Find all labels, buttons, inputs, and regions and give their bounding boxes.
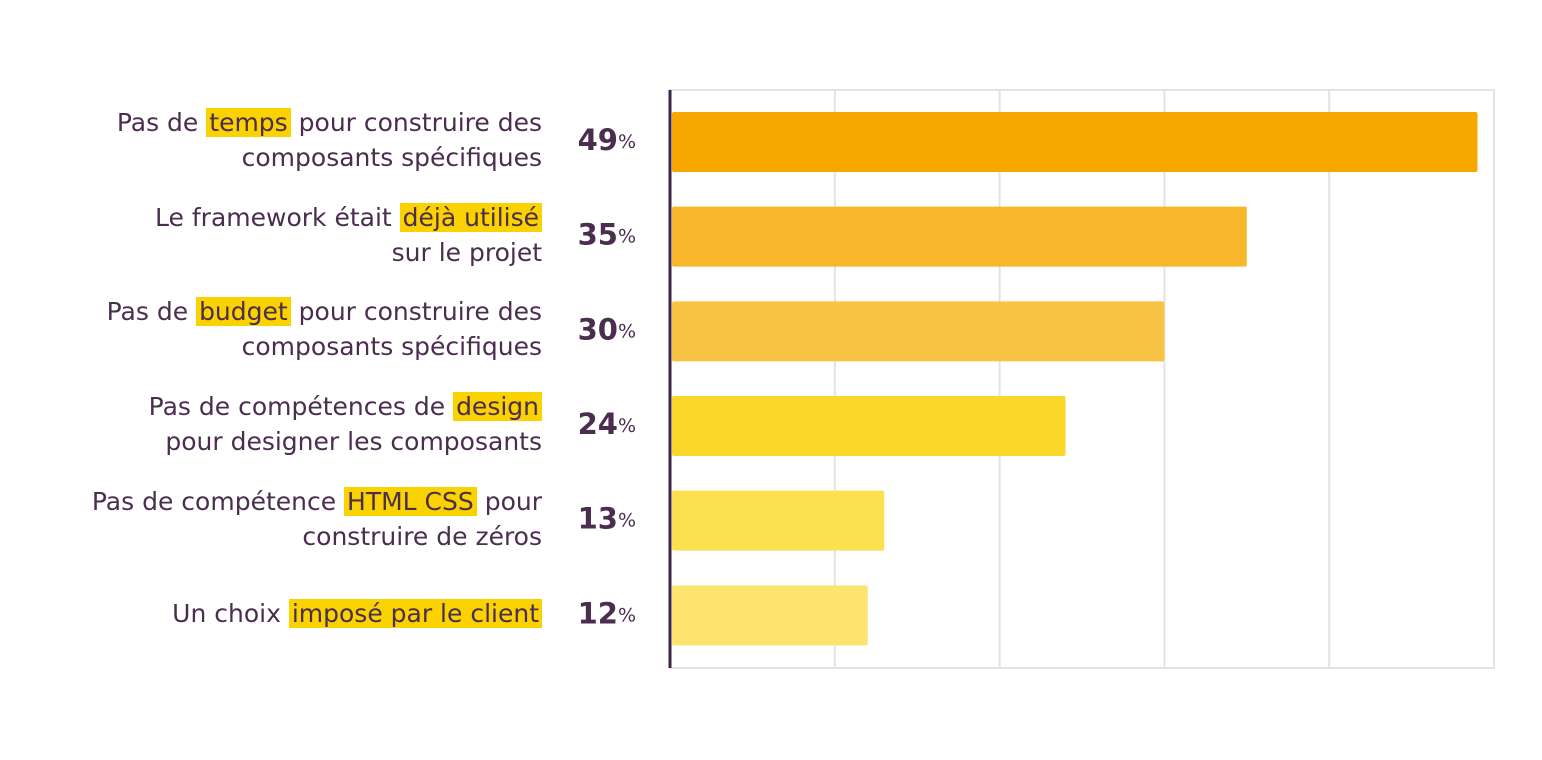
value-label: 30%: [578, 312, 636, 346]
label-text: pour construire des: [290, 297, 542, 327]
label-text: pour construire des: [290, 108, 542, 137]
label-text: Pas de compétence: [91, 486, 345, 516]
category-line: Pas de compétence HTML CSS pour: [92, 484, 542, 519]
category-line: Le framework était déjà utilisé: [155, 200, 542, 235]
plot-frame: [669, 89, 1495, 669]
label-text: composants spécifiques: [241, 332, 542, 362]
highlight-text: HTML CSS: [344, 486, 477, 516]
category-line: composants spécifiques: [107, 329, 542, 364]
label-text: pour: [476, 486, 542, 516]
highlight-text: imposé par le client: [288, 598, 542, 628]
category-line: construire de zéros: [92, 519, 542, 554]
category-line: Pas de budget pour construire des: [107, 294, 542, 329]
category-label: Un choix imposé par le client: [172, 596, 542, 631]
highlight-text: budget: [196, 297, 291, 327]
bar: [672, 112, 1478, 172]
bar: [672, 206, 1247, 267]
bar: [672, 490, 885, 551]
category-label: Pas de temps pour construire des composan…: [117, 105, 542, 175]
bar: [672, 301, 1165, 362]
category-label: Le framework était déjà utilisé sur le pr…: [155, 200, 542, 270]
value-label: 13%: [578, 502, 636, 536]
category-label: Pas de compétence HTML CSS pour construir…: [92, 484, 542, 554]
category-line: composants spécifiques: [117, 140, 542, 175]
label-text: composants spécifiques: [241, 143, 542, 172]
highlight-text: temps: [206, 108, 291, 137]
value-label: 49%: [578, 123, 636, 157]
label-text: sur le projet: [391, 237, 542, 267]
category-label: Pas de compétences de design pour designe…: [149, 389, 542, 459]
label-text: Pas de: [106, 297, 197, 327]
highlight-text: déjà utilisé: [399, 202, 542, 232]
value-label: 24%: [578, 407, 636, 441]
category-label: Pas de budget pour construire des composa…: [107, 294, 542, 364]
label-text: construire de zéros: [302, 521, 542, 551]
category-line: pour designer les composants: [149, 424, 542, 459]
bar: [672, 396, 1066, 456]
label-text: Pas de: [116, 108, 207, 137]
label-text: Le framework était: [155, 202, 400, 232]
category-line: sur le projet: [155, 235, 542, 270]
value-label: 35%: [578, 218, 636, 252]
category-line: Pas de compétences de design: [149, 389, 542, 424]
label-text: Pas de compétences de: [148, 392, 454, 421]
category-line: Pas de temps pour construire des: [117, 105, 542, 140]
highlight-text: design: [453, 392, 542, 421]
value-label: 12%: [578, 596, 636, 630]
category-line: Un choix imposé par le client: [172, 596, 542, 631]
bar: [672, 585, 868, 646]
label-text: Un choix: [172, 598, 289, 628]
label-text: pour designer les composants: [165, 427, 542, 456]
